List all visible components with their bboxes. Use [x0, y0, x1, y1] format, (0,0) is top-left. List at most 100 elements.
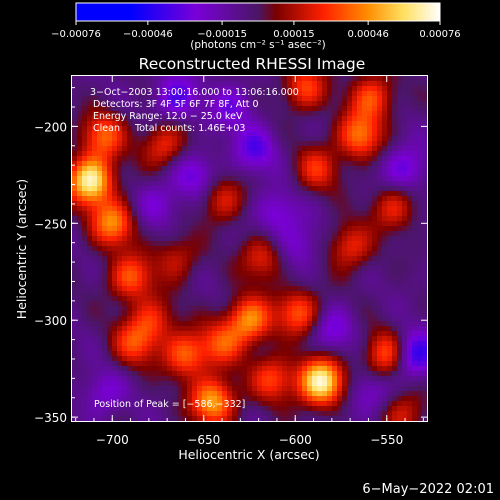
heatmap-cell [307, 226, 312, 231]
heatmap-cell [157, 366, 162, 371]
heatmap-cell [127, 106, 132, 111]
heatmap-cell [87, 121, 92, 126]
heatmap-cell [142, 136, 147, 141]
heatmap-cell [222, 306, 227, 311]
heatmap-cell [362, 296, 367, 301]
heatmap-cell [82, 276, 87, 281]
heatmap-cell [107, 206, 112, 211]
heatmap-cell [107, 306, 112, 311]
heatmap-cell [357, 311, 362, 316]
heatmap-cell [367, 141, 372, 146]
heatmap-cell [72, 346, 77, 351]
heatmap-cell [252, 251, 257, 256]
heatmap-cell [307, 261, 312, 266]
heatmap-cell [72, 176, 77, 181]
heatmap-cell [417, 326, 422, 331]
heatmap-cell [262, 331, 267, 336]
heatmap-cell [372, 406, 377, 411]
heatmap-cell [302, 416, 307, 421]
heatmap-cell [337, 211, 342, 216]
heatmap-cell [142, 326, 147, 331]
heatmap-cell [147, 241, 152, 246]
heatmap-cell [212, 146, 217, 151]
heatmap-cell [107, 276, 112, 281]
heatmap-cell [157, 131, 162, 136]
heatmap-cell [287, 286, 292, 291]
heatmap-cell [362, 381, 367, 386]
heatmap-cell [87, 196, 92, 201]
heatmap-cell [402, 176, 407, 181]
heatmap-cell [322, 356, 327, 361]
heatmap-cell [167, 416, 172, 421]
heatmap-cell [187, 386, 192, 391]
heatmap-cell [137, 331, 142, 336]
heatmap-cell [242, 381, 247, 386]
heatmap-cell [157, 101, 162, 106]
heatmap-cell [347, 316, 352, 321]
heatmap-cell [387, 346, 392, 351]
heatmap-cell [82, 191, 87, 196]
heatmap-cell [407, 356, 412, 361]
heatmap-cell [122, 401, 127, 406]
heatmap-cell [127, 346, 132, 351]
heatmap-cell [112, 241, 117, 246]
heatmap-cell [272, 266, 277, 271]
heatmap-cell [177, 186, 182, 191]
heatmap-cell [97, 341, 102, 346]
heatmap-cell [252, 141, 257, 146]
heatmap-cell [97, 261, 102, 266]
heatmap-cell [312, 361, 317, 366]
heatmap-cell [262, 171, 267, 176]
heatmap-cell [137, 196, 142, 201]
heatmap-cell [262, 411, 267, 416]
heatmap-cell [82, 146, 87, 151]
heatmap-cell [287, 166, 292, 171]
heatmap-cell [107, 256, 112, 261]
heatmap-cell [377, 86, 382, 91]
heatmap-cell [97, 126, 102, 131]
heatmap-cell [137, 301, 142, 306]
heatmap-cell [242, 126, 247, 131]
heatmap-cell [112, 181, 117, 186]
heatmap-cell [167, 106, 172, 111]
heatmap-cell [237, 166, 242, 171]
heatmap-cell [142, 206, 147, 211]
heatmap-cell [412, 211, 417, 216]
heatmap-cell [347, 251, 352, 256]
heatmap-cell [357, 231, 362, 236]
heatmap-cell [337, 241, 342, 246]
heatmap-cell [192, 321, 197, 326]
heatmap-cell [222, 231, 227, 236]
heatmap-cell [222, 86, 227, 91]
heatmap-cell [122, 261, 127, 266]
heatmap-cell [237, 206, 242, 211]
heatmap-cell [372, 236, 377, 241]
heatmap-cell [192, 121, 197, 126]
heatmap-cell [267, 236, 272, 241]
heatmap-cell [412, 136, 417, 141]
heatmap-cell [142, 106, 147, 111]
heatmap-cell [187, 331, 192, 336]
heatmap-cell [137, 151, 142, 156]
heatmap-cell [197, 276, 202, 281]
heatmap-cell [347, 326, 352, 331]
heatmap-cell [272, 121, 277, 126]
heatmap-cell [342, 396, 347, 401]
heatmap-cell [232, 226, 237, 231]
heatmap-cell [237, 336, 242, 341]
heatmap-cell [387, 166, 392, 171]
heatmap-cell [142, 256, 147, 261]
heatmap-cell [387, 216, 392, 221]
heatmap-cell [367, 326, 372, 331]
heatmap-cell [87, 116, 92, 121]
heatmap-cell [157, 336, 162, 341]
heatmap-cell [282, 356, 287, 361]
heatmap-cell [407, 171, 412, 176]
heatmap-cell [392, 96, 397, 101]
heatmap-cell [232, 206, 237, 211]
heatmap-cell [297, 126, 302, 131]
heatmap-cell [222, 186, 227, 191]
heatmap-cell [387, 191, 392, 196]
heatmap-cell [347, 126, 352, 131]
heatmap-cell [282, 101, 287, 106]
